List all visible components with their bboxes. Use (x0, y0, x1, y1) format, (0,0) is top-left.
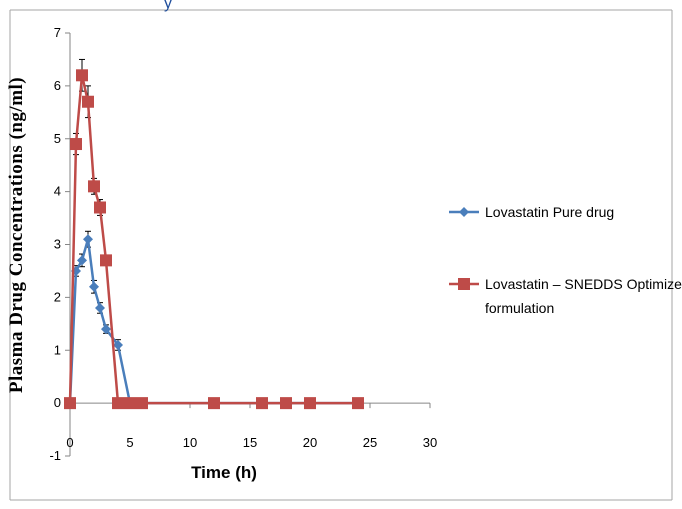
data-point (112, 397, 124, 410)
y-tick-label: 5 (54, 131, 61, 146)
x-tick-label: 30 (423, 435, 437, 450)
data-point (100, 254, 112, 267)
y-tick-label: 1 (54, 342, 61, 357)
x-tick-label: 15 (243, 435, 257, 450)
data-point (88, 180, 100, 193)
data-point (256, 397, 268, 410)
data-point (280, 397, 292, 410)
legend-swatch-marker (458, 278, 470, 290)
data-point (113, 339, 123, 350)
x-tick-label: 10 (183, 435, 197, 450)
series-layer (64, 58, 364, 410)
x-tick-label: 0 (66, 435, 73, 450)
y-tick-label: 4 (54, 184, 61, 199)
y-tick-label: 7 (54, 25, 61, 40)
data-point (70, 138, 82, 151)
data-point (82, 95, 94, 108)
data-point (89, 281, 99, 292)
header-fragment: y (164, 0, 172, 12)
x-tick-label: 25 (363, 435, 377, 450)
legend-item-2: Lovastatin – SNEDDS Optimized formulation (449, 276, 682, 316)
legend-label: formulation (485, 300, 554, 316)
data-point (304, 397, 316, 410)
data-point (101, 324, 111, 335)
y-tick-label: -1 (49, 448, 61, 463)
data-point (95, 302, 105, 313)
y-axis-title: Plasma Drug Concentrations (ng/ml) (6, 77, 27, 393)
y-tick-label: 3 (54, 237, 61, 252)
data-point (64, 397, 76, 410)
legend-label: Lovastatin Pure drug (485, 204, 614, 220)
legend-swatch-marker (459, 207, 469, 217)
data-point (77, 255, 87, 266)
data-point (136, 397, 148, 410)
x-tick-label: 5 (126, 435, 133, 450)
series-2 (64, 58, 364, 410)
data-point (94, 201, 106, 214)
y-tick-label: 0 (54, 395, 61, 410)
y-tick-label: 6 (54, 78, 61, 93)
data-point (83, 234, 93, 245)
legend: Lovastatin Pure drug Lovastatin – SNEDDS … (449, 204, 682, 316)
x-tick-label: 20 (303, 435, 317, 450)
data-point (208, 397, 220, 410)
data-point (352, 397, 364, 410)
y-tick-label: 2 (54, 289, 61, 304)
data-point (76, 69, 88, 82)
data-point (124, 397, 136, 410)
legend-item-1: Lovastatin Pure drug (449, 204, 614, 220)
x-axis-title: Time (h) (191, 463, 257, 482)
legend-label: Lovastatin – SNEDDS Optimized (485, 276, 682, 292)
